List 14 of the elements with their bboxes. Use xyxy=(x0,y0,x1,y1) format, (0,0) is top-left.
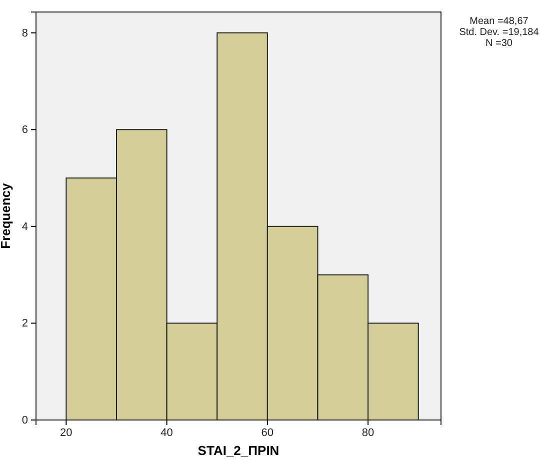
x-tick-label: 60 xyxy=(261,426,274,439)
x-tick-label: 40 xyxy=(160,426,173,439)
x-axis-title: STAI_2_ΠΡΙΝ xyxy=(198,443,280,458)
y-tick-label: 2 xyxy=(22,318,28,330)
y-tick-label: 8 xyxy=(22,27,28,40)
text: Mean =48,67 xyxy=(470,16,529,27)
text: Std. Dev. =19,184 xyxy=(459,27,540,38)
text: N =30 xyxy=(486,38,513,49)
y-axis-title: Frequency xyxy=(0,182,13,249)
x-tick-label: 80 xyxy=(362,426,374,439)
y-tick-label: 0 xyxy=(22,414,28,427)
y-tick-label: 6 xyxy=(22,124,28,136)
x-tick-label: 20 xyxy=(60,426,72,439)
y-tick-label: 4 xyxy=(22,220,28,233)
